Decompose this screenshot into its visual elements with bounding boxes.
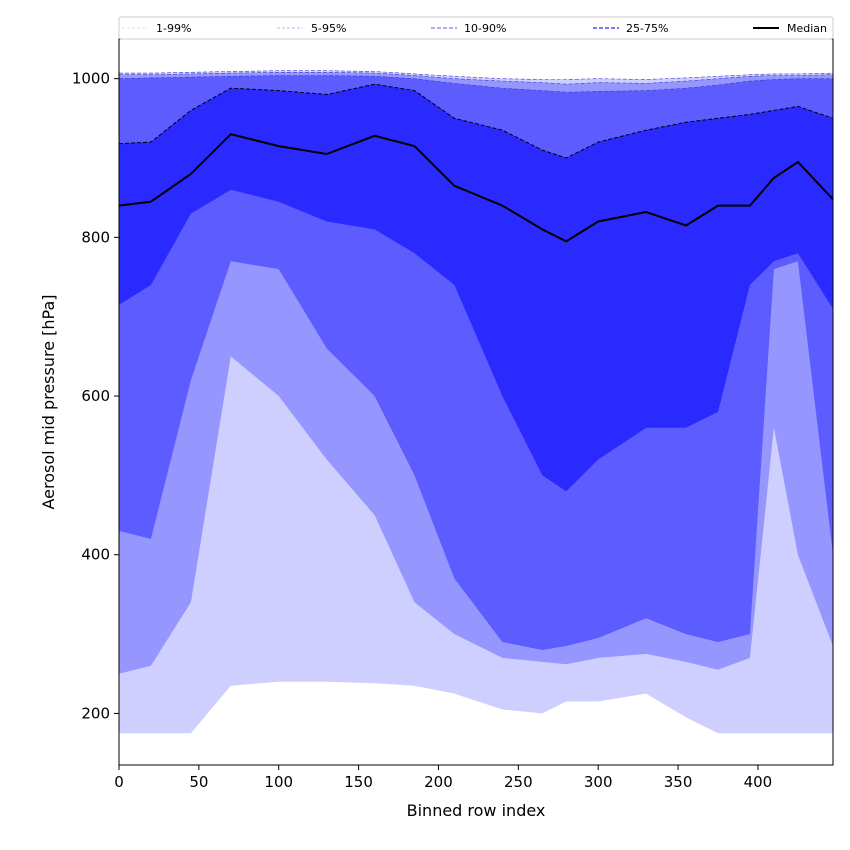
x-tick-label: 150 (344, 773, 373, 791)
x-tick-label: 300 (584, 773, 613, 791)
y-axis: 200 400 600 800 1000 (72, 70, 119, 722)
legend: 1-99% 5-95% 10-90% 25-75% Median (118, 16, 834, 40)
y-tick-label: 400 (81, 546, 110, 564)
band-upper-edge-5-95pct (119, 72, 834, 85)
y-tick-label: 200 (81, 704, 110, 722)
legend-label-1-99pct: 1-99% (156, 22, 191, 35)
legend-label-5-95pct: 5-95% (311, 22, 346, 35)
band-upper-edge-1-99pct (119, 70, 834, 80)
y-axis-label: Aerosol mid pressure [hPa] (39, 294, 58, 509)
x-tick-label: 400 (744, 773, 773, 791)
median-line (118, 133, 834, 243)
band-25-75pct (119, 84, 833, 492)
x-axis-label: Binned row index (407, 801, 546, 820)
x-tick-label: 0 (114, 773, 124, 791)
x-tick-label: 250 (504, 773, 533, 791)
x-axis: 0 50 100 150 200 250 300 350 400 (114, 765, 772, 791)
y-tick-label: 1000 (72, 70, 110, 88)
legend-label-10-90pct: 10-90% (464, 22, 506, 35)
x-tick-label: 100 (264, 773, 293, 791)
legend-label-median: Median (787, 22, 827, 35)
x-tick-label: 50 (189, 773, 208, 791)
y-tick-label: 600 (81, 387, 110, 405)
band-group (119, 70, 833, 734)
legend-box (118, 16, 834, 40)
legend-label-25-75pct: 25-75% (626, 22, 668, 35)
x-tick-label: 200 (424, 773, 453, 791)
band-upper-edge-25-75pct (118, 83, 834, 159)
band-upper-edge-10-90pct (118, 75, 833, 93)
x-tick-label: 350 (664, 773, 693, 791)
y-tick-label: 800 (81, 228, 110, 246)
band-edge-group (118, 70, 834, 159)
